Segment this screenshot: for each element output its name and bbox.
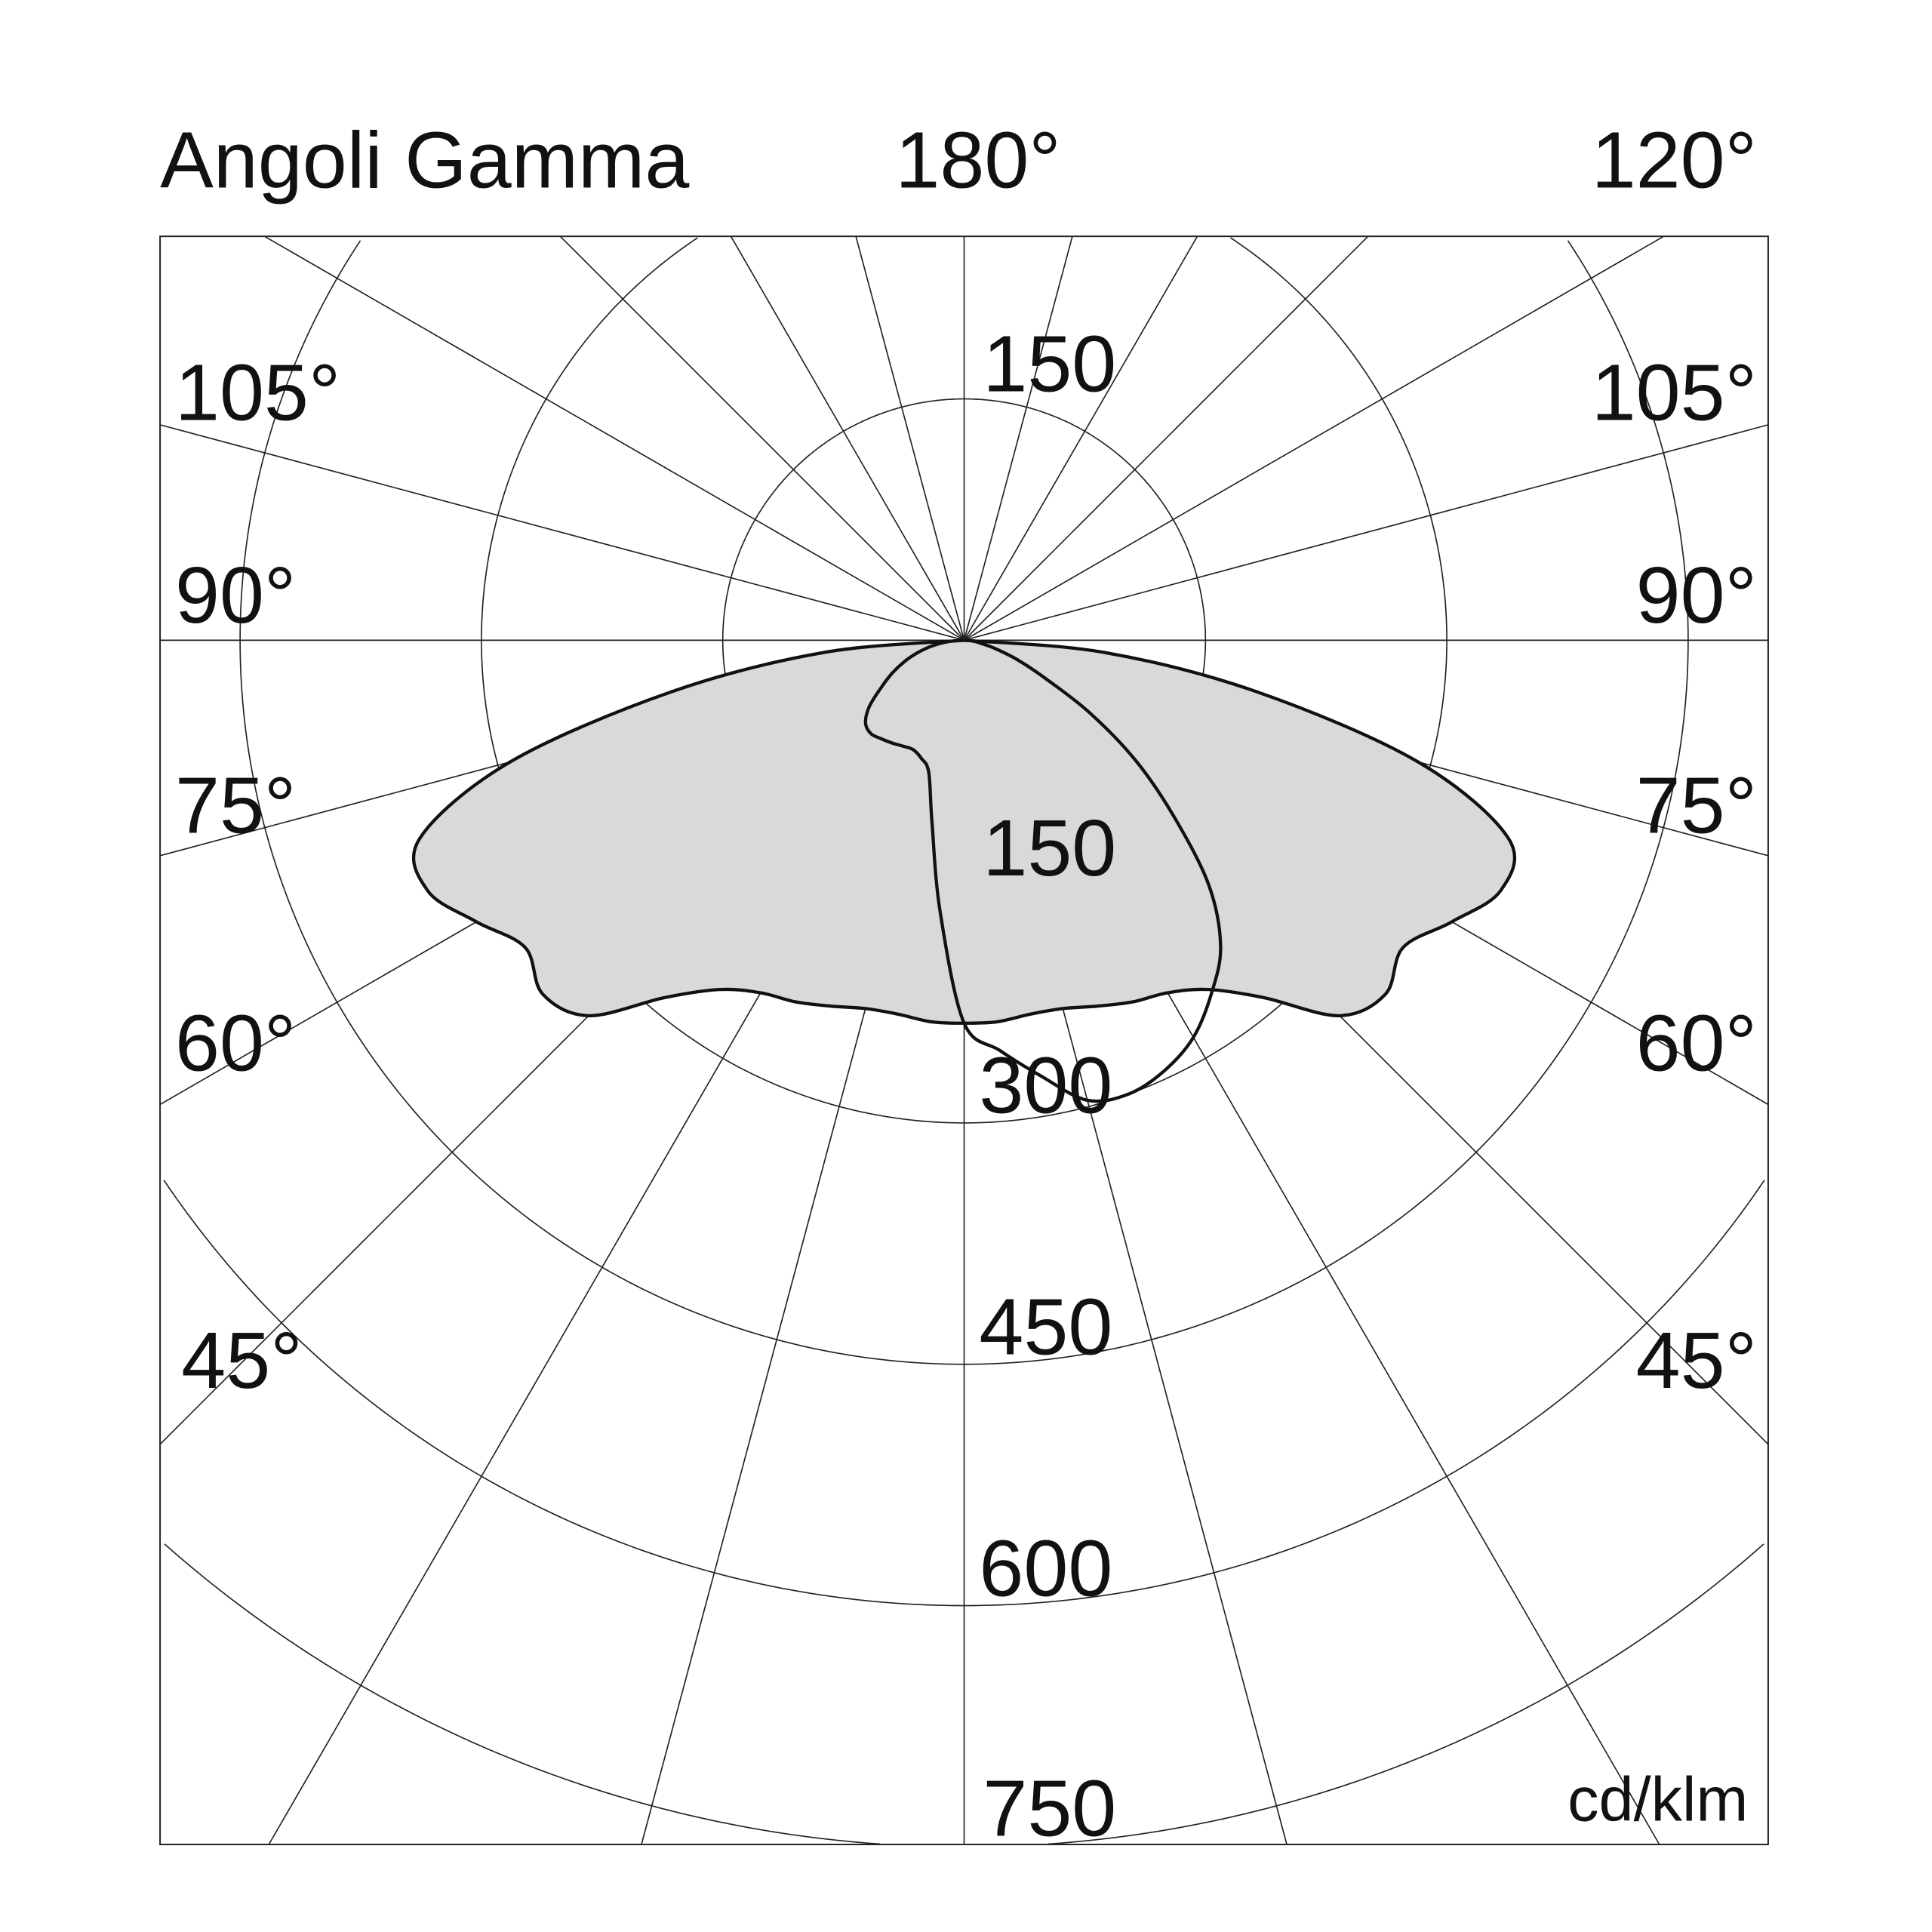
grid-radial-line: [159, 424, 964, 641]
right-angle-label: 45°: [1636, 1316, 1757, 1405]
plot-frame: [159, 235, 1769, 1846]
left-angle-label: 60°: [175, 998, 296, 1088]
grid-radial-line: [963, 235, 1198, 641]
polar-grid: [159, 235, 1769, 1845]
radial-tick-label: 150: [983, 320, 1116, 409]
left-angle-label: 90°: [175, 551, 296, 640]
grid-radial-line: [964, 235, 1664, 641]
left-angle-label: 45°: [181, 1316, 302, 1405]
intensity-curves: [411, 638, 1517, 1103]
radial-tick-label: 600: [979, 1524, 1112, 1613]
grid-radial-line: [730, 235, 965, 641]
top-angle-label-120: 120°: [1592, 116, 1757, 205]
top-angle-label-180: 180°: [895, 116, 1060, 205]
radial-tick-label: 750: [983, 1764, 1116, 1853]
grid-radial-line: [855, 235, 965, 641]
left-angle-label: 105°: [175, 349, 340, 438]
filled-intensity-curve: [411, 638, 1517, 1025]
grid-radial-line: [963, 235, 1369, 641]
outline-intensity-curve: [863, 638, 1223, 1103]
right-angle-label: 75°: [1636, 761, 1757, 851]
grid-radial-line: [264, 235, 964, 641]
grid-ring: [164, 1543, 1764, 1845]
right-angle-label: 90°: [1636, 551, 1757, 640]
unit-label: cd/klm: [1567, 1764, 1748, 1835]
grid-ring: [239, 240, 1689, 1365]
chart-title: Angoli Gamma: [160, 116, 689, 205]
left-angle-label: 75°: [175, 761, 296, 851]
right-angle-label: 60°: [1636, 998, 1757, 1088]
radial-tick-label: 150: [983, 804, 1116, 893]
radial-tick-label: 300: [979, 1041, 1112, 1131]
radial-tick-label: 450: [979, 1282, 1112, 1371]
grid-radial-line: [963, 235, 1073, 641]
grid-radial-line: [559, 235, 965, 641]
grid-radial-line: [964, 424, 1769, 641]
right-angle-label: 105°: [1592, 349, 1757, 438]
